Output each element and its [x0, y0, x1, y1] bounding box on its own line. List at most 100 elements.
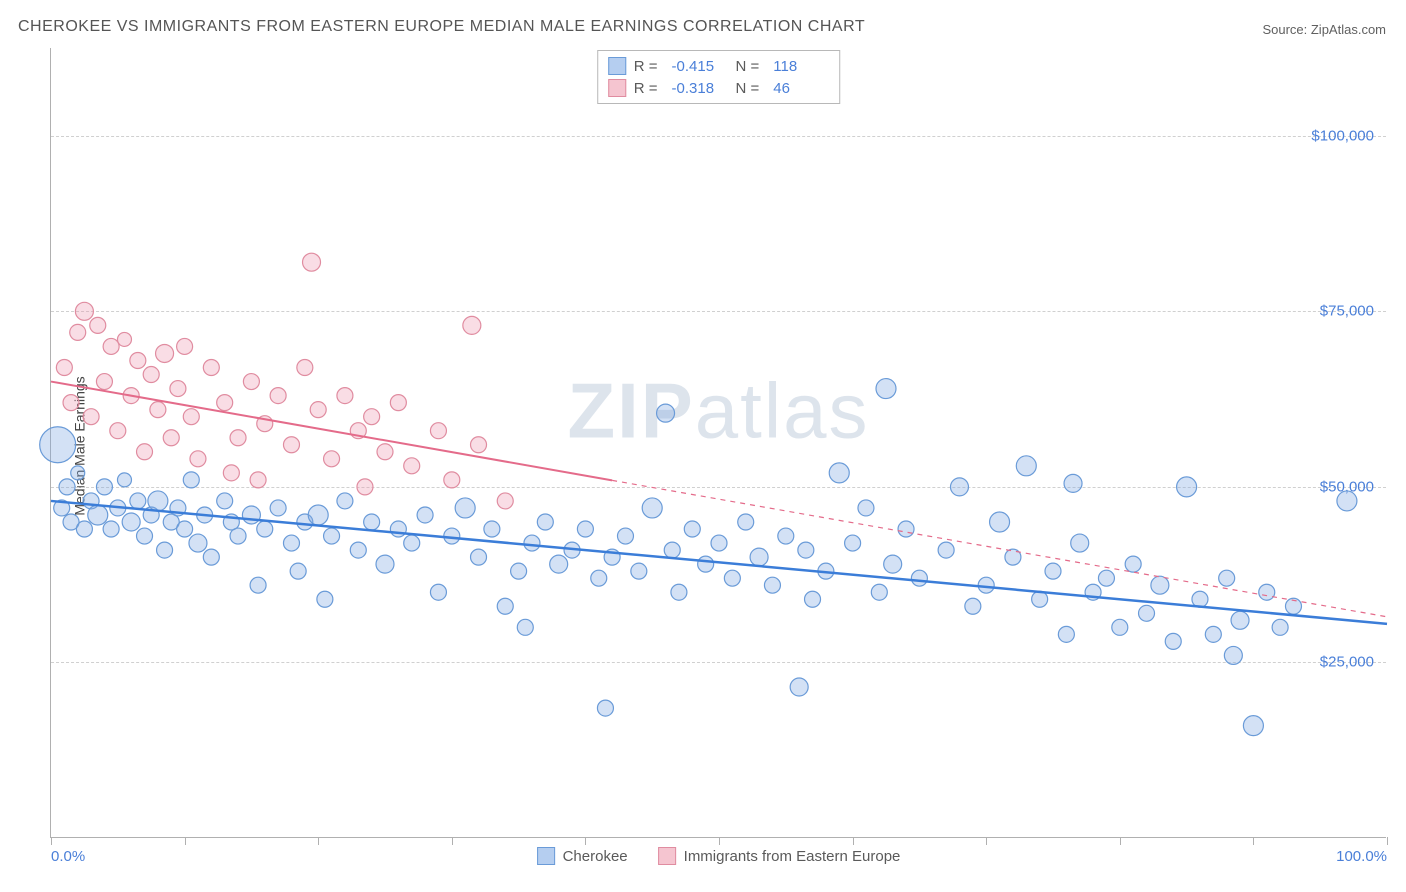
data-point [657, 404, 675, 422]
data-point [517, 619, 533, 635]
data-point [71, 466, 85, 480]
legend-item: Cherokee [537, 847, 628, 865]
x-tick-label: 0.0% [51, 848, 85, 865]
x-tick [185, 837, 186, 845]
data-point [270, 388, 286, 404]
source-attribution: Source: ZipAtlas.com [1262, 22, 1386, 37]
data-point [75, 302, 93, 320]
chart-title: CHEROKEE VS IMMIGRANTS FROM EASTERN EURO… [18, 18, 865, 36]
data-point [250, 577, 266, 593]
data-point [1064, 474, 1082, 492]
data-point [243, 374, 259, 390]
data-point [858, 500, 874, 516]
data-point [724, 570, 740, 586]
data-point [324, 451, 340, 467]
data-point [150, 402, 166, 418]
data-point [455, 498, 475, 518]
data-point [96, 374, 112, 390]
data-point [1259, 584, 1275, 600]
data-point [1243, 716, 1263, 736]
data-point [183, 409, 199, 425]
data-point [217, 395, 233, 411]
data-point [631, 563, 647, 579]
data-point [137, 528, 153, 544]
data-point [911, 570, 927, 586]
data-point [364, 409, 380, 425]
data-point [88, 505, 108, 525]
data-point [738, 514, 754, 530]
plot-area: ZIPatlas $25,000$50,000$75,000$100,000 0… [50, 48, 1386, 838]
data-point [471, 549, 487, 565]
data-point [471, 437, 487, 453]
data-point [798, 542, 814, 558]
data-point [871, 584, 887, 600]
stats-row: R =-0.318N =46 [608, 77, 830, 99]
data-point [484, 521, 500, 537]
data-point [1337, 491, 1357, 511]
data-point [430, 584, 446, 600]
x-tick [1253, 837, 1254, 845]
data-point [337, 388, 353, 404]
chart-container: CHEROKEE VS IMMIGRANTS FROM EASTERN EURO… [0, 0, 1406, 892]
data-point [170, 381, 186, 397]
data-point [1177, 477, 1197, 497]
stat-r-value: -0.415 [672, 58, 722, 75]
data-point [1165, 633, 1181, 649]
stat-r-label: R = [634, 58, 658, 75]
data-point [290, 563, 306, 579]
data-point [130, 493, 146, 509]
data-point [537, 514, 553, 530]
data-point [1016, 456, 1036, 476]
legend-label: Cherokee [563, 848, 628, 865]
data-point [223, 465, 239, 481]
data-point [698, 556, 714, 572]
x-tick [853, 837, 854, 845]
data-point [217, 493, 233, 509]
stat-r-value: -0.318 [672, 80, 722, 97]
data-point [1045, 563, 1061, 579]
data-point [377, 444, 393, 460]
x-tick [585, 837, 586, 845]
data-point [203, 549, 219, 565]
data-point [56, 360, 72, 376]
data-point [597, 700, 613, 716]
trend-line [51, 501, 1387, 624]
data-point [790, 678, 808, 696]
x-tick [1387, 837, 1388, 845]
data-point [577, 521, 593, 537]
data-point [310, 402, 326, 418]
data-point [103, 338, 119, 354]
data-point [350, 542, 366, 558]
stat-n-label: N = [736, 80, 760, 97]
data-point [230, 528, 246, 544]
stats-row: R = -0.415 N = 118 [608, 55, 830, 77]
data-point [444, 472, 460, 488]
data-point [417, 507, 433, 523]
data-point [1058, 626, 1074, 642]
data-point [203, 360, 219, 376]
data-point [96, 479, 112, 495]
data-point [950, 478, 968, 496]
data-point [1231, 611, 1249, 629]
data-point [829, 463, 849, 483]
stat-n-label: N = [736, 58, 760, 75]
data-point [965, 598, 981, 614]
data-point [1139, 605, 1155, 621]
bottom-legend: CherokeeImmigrants from Eastern Europe [537, 847, 901, 865]
data-point [190, 451, 206, 467]
data-point [83, 409, 99, 425]
data-point [497, 493, 513, 509]
data-point [103, 521, 119, 537]
data-point [157, 542, 173, 558]
data-point [308, 505, 328, 525]
data-point [876, 379, 896, 399]
data-point [664, 542, 680, 558]
data-point [270, 500, 286, 516]
legend-swatch [658, 847, 676, 865]
data-point [163, 430, 179, 446]
data-point [63, 395, 79, 411]
data-point [59, 479, 75, 495]
stat-n-value: 118 [773, 58, 823, 75]
data-point [845, 535, 861, 551]
data-point [177, 521, 193, 537]
